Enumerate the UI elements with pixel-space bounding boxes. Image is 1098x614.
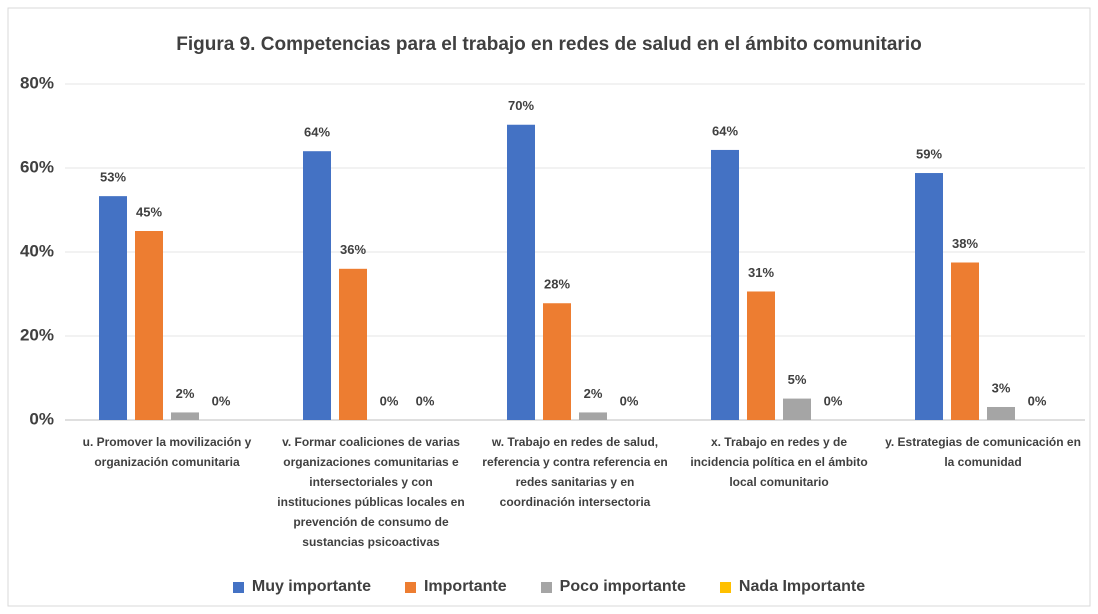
data-label: 59% (916, 146, 942, 161)
data-label: 45% (136, 204, 162, 219)
data-label: 0% (212, 393, 231, 408)
bar (951, 262, 979, 420)
bar (303, 151, 331, 420)
data-label: 38% (952, 236, 978, 251)
bar (99, 196, 127, 420)
data-label: 28% (544, 277, 570, 292)
legend-item: Muy importante (232, 578, 371, 596)
data-label: 2% (584, 386, 603, 401)
legend-swatch (540, 581, 552, 593)
y-tick-label: 60% (20, 157, 54, 176)
bar (987, 406, 1015, 420)
bar (135, 231, 163, 420)
data-label: 70% (508, 98, 534, 113)
x-tick-label: v. Formar coaliciones de varias organiza… (277, 435, 465, 549)
data-label: 0% (620, 393, 639, 408)
data-label: 0% (416, 393, 435, 408)
data-label: 3% (992, 380, 1011, 395)
legend-item: Poco importante (540, 578, 686, 596)
legend: Muy importante Importante Poco importante N… (0, 578, 1098, 596)
legend-label: Importante (423, 578, 507, 595)
data-label: 64% (712, 123, 738, 138)
bar (543, 303, 571, 420)
y-tick-label: 20% (20, 325, 54, 344)
y-tick-label: 0% (29, 409, 54, 428)
data-label: 0% (380, 393, 399, 408)
bar (171, 412, 199, 420)
legend-swatch (404, 581, 416, 593)
bar (915, 173, 943, 420)
data-label: 5% (788, 372, 807, 387)
x-tick-label: w. Trabajo en redes de salud, referencia… (482, 435, 668, 509)
bar (339, 268, 367, 420)
bar (783, 398, 811, 420)
y-tick-label: 40% (20, 241, 54, 260)
legend-label: Nada Importante (738, 578, 866, 595)
bar (579, 412, 607, 420)
data-label: 2% (176, 386, 195, 401)
y-tick-label: 80% (20, 73, 54, 92)
legend-swatch (719, 581, 731, 593)
legend-item: Nada Importante (719, 578, 866, 596)
x-tick-label: u. Promover la movilización y organizaci… (82, 435, 252, 469)
chart-title: Figura 9. Competencias para el trabajo e… (176, 34, 921, 55)
data-label: 0% (1028, 393, 1047, 408)
data-label: 36% (340, 242, 366, 257)
bar (747, 291, 775, 420)
x-tick-label: x. Trabajo en redes y de incidencia polí… (690, 435, 868, 489)
data-label: 31% (748, 265, 774, 280)
legend-swatch (232, 581, 244, 593)
bar (507, 124, 535, 421)
x-tick-label: y. Estrategias de comunicación en la com… (885, 435, 1081, 469)
data-label: 53% (100, 170, 126, 185)
legend-item: Importante (404, 578, 507, 596)
data-label: 0% (824, 393, 843, 408)
legend-label: Muy importante (251, 578, 371, 595)
data-label: 64% (304, 125, 330, 140)
legend-label: Poco importante (559, 578, 686, 595)
bar (711, 149, 739, 420)
